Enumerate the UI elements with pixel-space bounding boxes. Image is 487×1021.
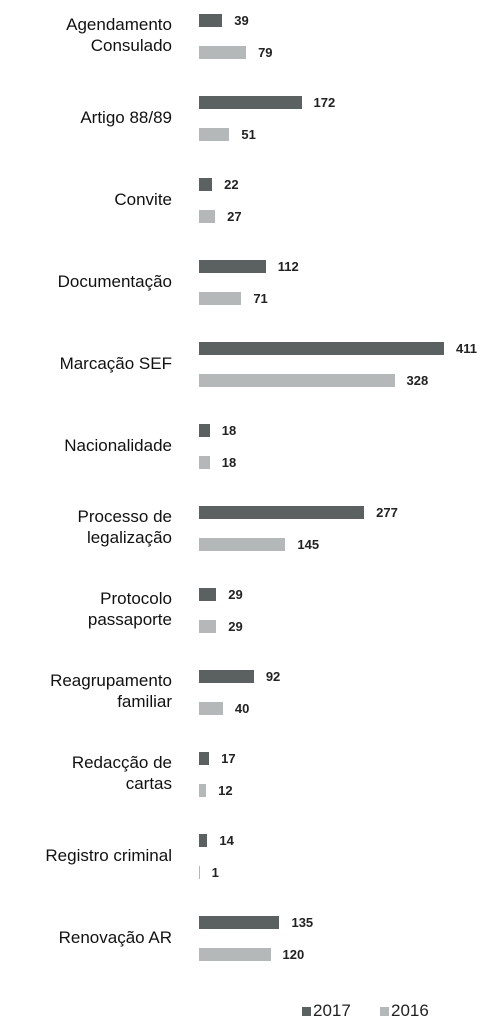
bar [199,915,280,929]
value-label: 92 [265,668,281,684]
legend-label: 2017 [313,1001,351,1020]
value-label: 79 [258,44,273,60]
value-label: 40 [234,700,250,716]
category-label: Agendamento Consulado [66,15,172,55]
value-label: 17 [221,750,236,766]
bar [199,291,242,305]
value-label: 1 [211,864,219,880]
bar [199,505,365,519]
bar [199,209,216,223]
value-label: 51 [241,126,256,142]
bar [199,619,217,633]
value-label: 172 [313,94,336,110]
bar [199,341,444,355]
category-label: Renovação AR [58,927,172,947]
value-label: 120 [282,946,305,962]
value-label: 27 [227,208,242,224]
bar [199,127,230,141]
value-label: 22 [224,176,239,192]
bar [199,177,213,191]
bar [199,587,217,601]
value-label: 145 [297,536,320,552]
value-label: 411 [456,340,477,356]
value-label: 12 [218,782,233,798]
bar [199,669,254,683]
bar [199,865,200,879]
bar [199,783,207,797]
value-label: 14 [219,832,234,848]
value-label: 29 [228,586,243,602]
category-label: Redacção de cartas [71,753,172,793]
bar [199,455,210,469]
category-label: Registro criminal [45,845,172,865]
legend-swatch [380,1007,389,1016]
bar [199,701,223,715]
value-label: 135 [291,914,314,930]
category-label: Protocolo passaporte [87,589,172,629]
bar [199,751,210,765]
value-label: 29 [228,618,243,634]
category-label: Documentação [57,271,172,291]
bar [199,13,223,27]
bar [199,537,286,551]
legend-label: 2016 [391,1001,429,1020]
bar [199,947,271,961]
category-label: Artigo 88/89 [80,107,172,127]
value-label: 328 [406,372,429,388]
bar [199,373,395,387]
bar [199,423,210,437]
bar [199,833,208,847]
legend-swatch [302,1007,311,1016]
value-label: 18 [221,422,237,438]
category-label: Convite [114,189,172,209]
bar [199,95,302,109]
value-label: 39 [234,12,249,28]
bar [199,45,247,59]
category-label: Marcação SEF [59,353,172,373]
value-label: 71 [253,290,268,306]
value-label: 18 [221,454,237,470]
value-label: 112 [277,258,299,274]
category-label: Processo de legalização [77,507,173,547]
value-label: 277 [376,504,398,520]
bar [199,259,266,273]
category-label: Reagrupamento familiar [50,671,172,711]
category-label: Nacionalidade [64,435,172,455]
